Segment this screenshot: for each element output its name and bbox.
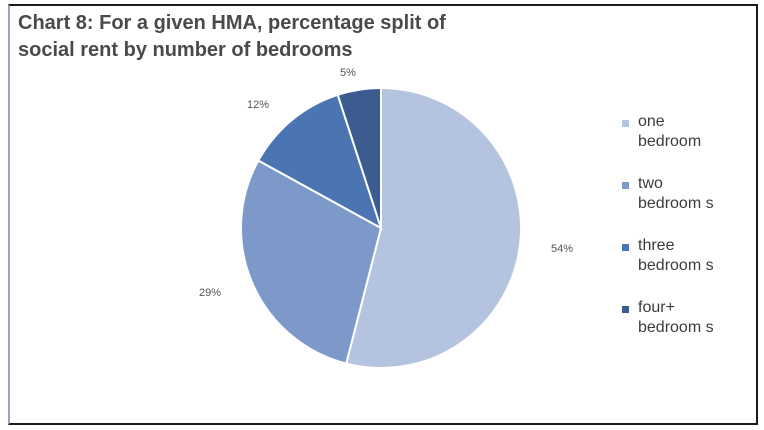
- legend-label-line-1: two: [638, 175, 663, 192]
- legend-label-line-2: bedroom s: [638, 195, 714, 212]
- chart-title-line-2: social rent by number of bedrooms: [18, 39, 353, 61]
- pie-data-label: 5%: [340, 67, 356, 79]
- legend-item-two-bedrooms: two bedroom s: [622, 174, 752, 236]
- legend-label-line-2: bedroom: [638, 133, 702, 150]
- legend-label-line-2: bedroom s: [638, 319, 714, 336]
- pie-data-label: 29%: [199, 287, 221, 299]
- legend-swatch: [622, 182, 629, 189]
- legend-label-line-2: bedroom s: [638, 257, 714, 274]
- chart-title-line-1: Chart 8: For a given HMA, percentage spl…: [18, 12, 446, 34]
- legend: one bedroom two bedroom s three bedroom …: [622, 112, 752, 360]
- legend-label-line-1: three: [638, 237, 675, 254]
- pie-slice-two-bedroom-s: [240, 159, 383, 365]
- legend-swatch: [622, 306, 629, 313]
- pie-data-label: 54%: [551, 243, 573, 255]
- legend-item-four-plus-bedrooms: four+ bedroom s: [622, 298, 752, 360]
- legend-swatch: [622, 120, 629, 127]
- pie-data-label: 12%: [247, 99, 269, 111]
- legend-item-one-bedroom: one bedroom: [622, 112, 752, 174]
- legend-swatch: [622, 244, 629, 251]
- legend-label-line-1: one: [638, 113, 665, 130]
- pie-slice-four-bedroom-s: [336, 86, 382, 229]
- pie-slice-one-bedroom: [344, 86, 522, 369]
- legend-item-three-bedrooms: three bedroom s: [622, 236, 752, 298]
- pie-slice-three-bedroom-s: [256, 93, 383, 231]
- legend-label-line-1: four+: [638, 299, 675, 316]
- chart-title: Chart 8: For a given HMA, percentage spl…: [18, 10, 638, 64]
